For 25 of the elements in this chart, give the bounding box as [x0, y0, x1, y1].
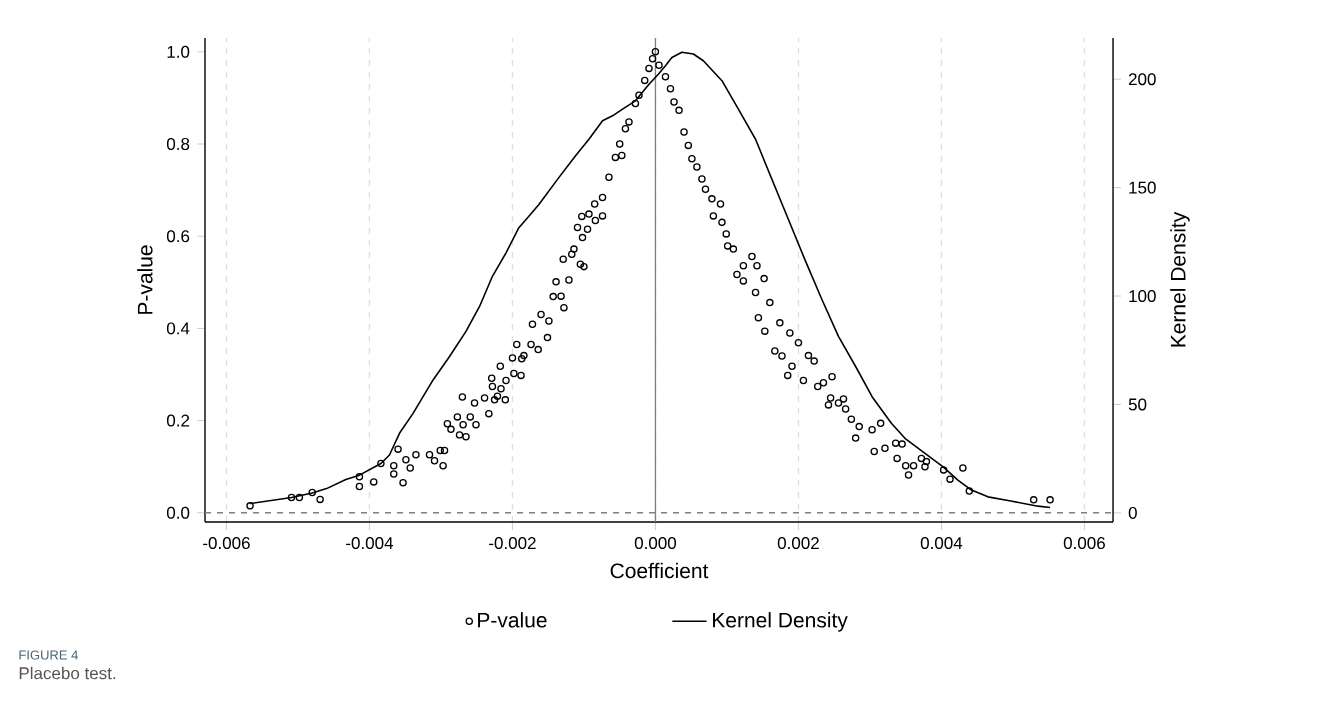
caption: FIGURE 4 — [19, 650, 78, 660]
x-tick-label: 0.002 — [777, 537, 819, 550]
x-tick-label: -0.004 — [346, 537, 394, 550]
x-tick-label: 0.000 — [634, 537, 677, 550]
y2-tick-label: 200 — [1128, 73, 1156, 86]
text: Placebo test. — [19, 666, 116, 680]
y2-tick-label: 100 — [1129, 290, 1156, 303]
y-tick-label: 0.2 — [166, 414, 190, 427]
y-tick-label: 1.0 — [167, 45, 190, 58]
y-tick-label: 0.8 — [166, 138, 190, 151]
x-tick-label: 0.006 — [1063, 537, 1105, 550]
legend-label: Kernel Density — [713, 612, 848, 632]
x-tick-label: -0.002 — [489, 537, 536, 550]
y2-axis-title: Kernel Density — [1170, 211, 1190, 347]
legend-label: P-value — [478, 612, 547, 628]
y-axis-title: P-value — [137, 245, 153, 314]
x-axis-title: Coefficient — [610, 562, 709, 579]
x-tick-label: -0.006 — [203, 537, 250, 550]
y2-tick-label: 0 — [1128, 506, 1137, 519]
x-tick-label: 0.004 — [920, 537, 963, 550]
y2-tick-label: 50 — [1128, 398, 1147, 411]
y2-tick-label: 150 — [1129, 181, 1156, 194]
y-tick-label: 0.0 — [166, 506, 190, 519]
y-tick-label: 0.4 — [166, 322, 190, 335]
y-tick-label: 0.6 — [166, 230, 190, 243]
